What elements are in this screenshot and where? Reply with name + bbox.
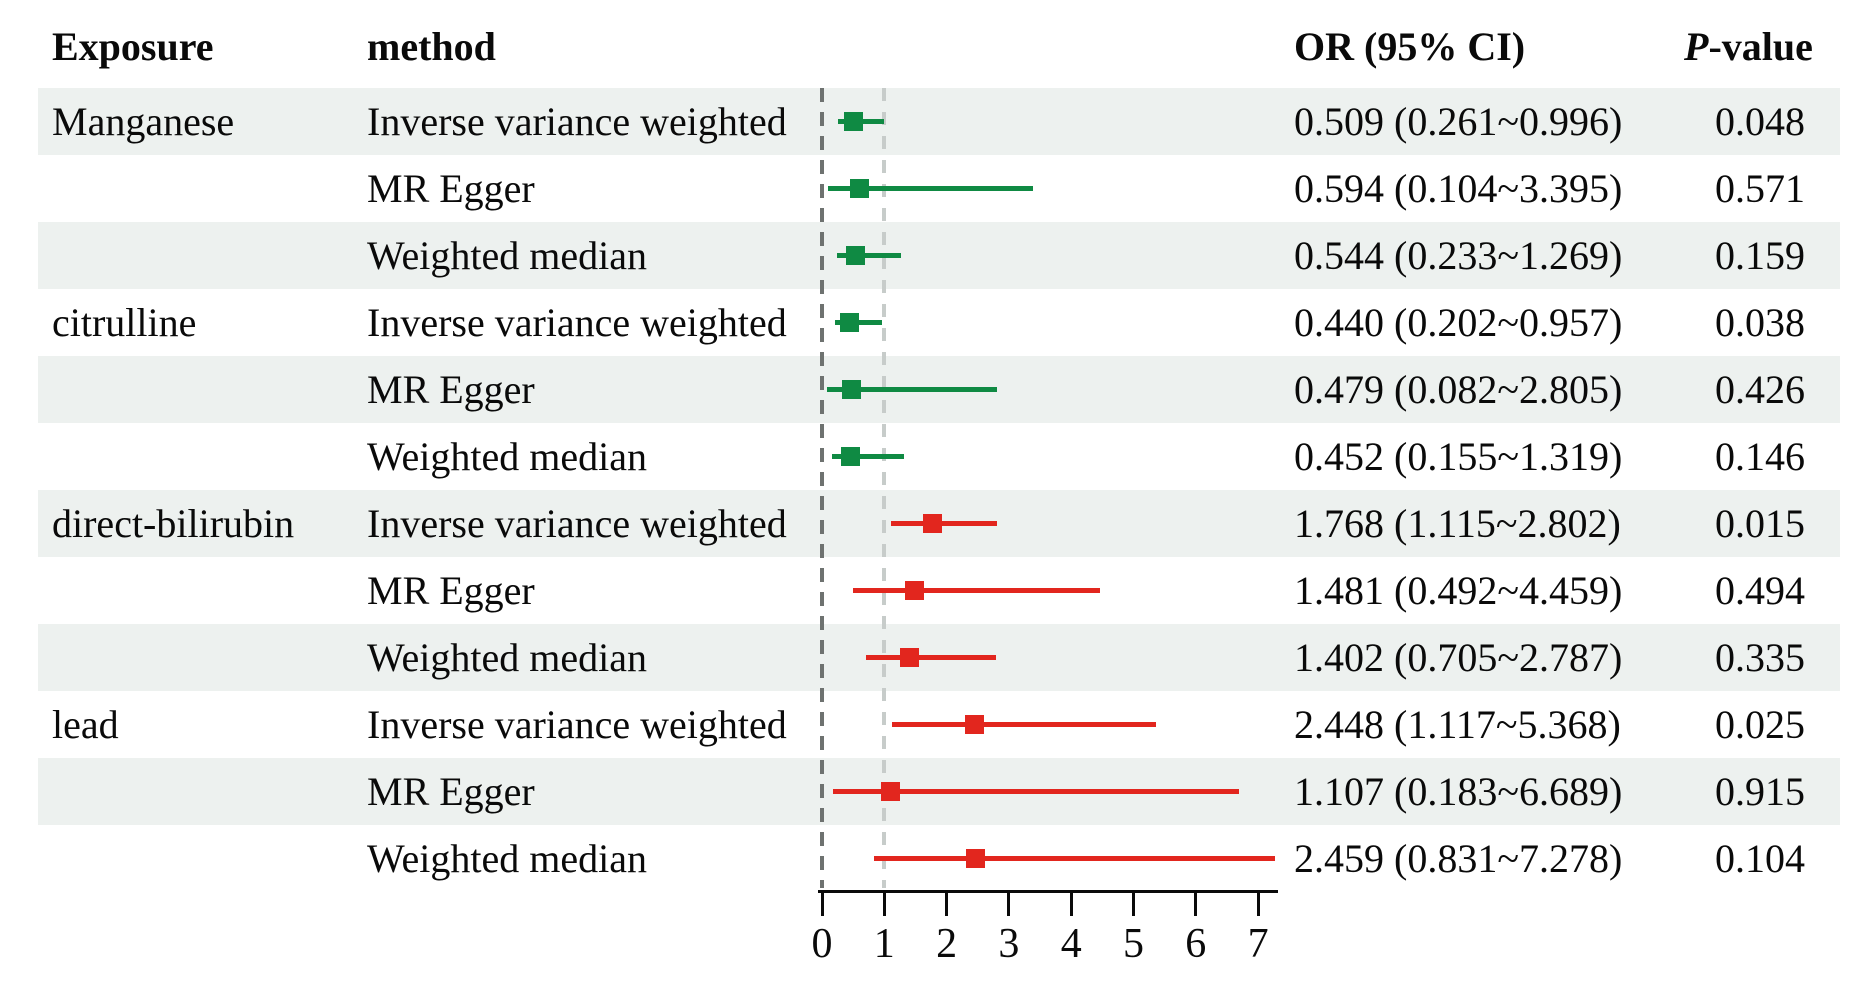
p-value-header-italic-p: P bbox=[1684, 24, 1709, 69]
table-row: Weighted median 0.544 (0.233~1.269) 0.15… bbox=[38, 222, 1840, 289]
p-value: 0.335 bbox=[1715, 635, 1805, 680]
table-row: MR Egger 0.594 (0.104~3.395) 0.571 bbox=[38, 155, 1840, 222]
or-marker bbox=[922, 514, 942, 533]
x-axis-tick bbox=[945, 890, 949, 916]
x-axis-tick bbox=[1132, 890, 1135, 916]
x-axis-tick-label: 1 bbox=[873, 921, 895, 967]
method-label: MR Egger bbox=[367, 568, 535, 613]
or-ci-value: 0.479 (0.082~2.805) bbox=[1294, 367, 1623, 412]
method-label: MR Egger bbox=[367, 367, 535, 412]
or-marker bbox=[965, 715, 984, 734]
or-ci-value: 0.544 (0.233~1.269) bbox=[1294, 233, 1623, 278]
p-value-header-rest: -value bbox=[1708, 24, 1813, 69]
exposure-label: lead bbox=[52, 702, 119, 747]
ci-line bbox=[865, 655, 996, 660]
ci-line bbox=[831, 454, 905, 459]
ref-line-one bbox=[882, 88, 887, 888]
x-axis-tick-label: 7 bbox=[1247, 921, 1269, 967]
ci-line bbox=[891, 722, 1157, 727]
or-marker bbox=[844, 112, 864, 131]
or-ci-value: 1.107 (0.183~6.689) bbox=[1294, 769, 1623, 814]
x-axis-tick bbox=[1256, 890, 1260, 916]
method-column-header: method bbox=[367, 24, 496, 69]
p-value: 0.159 bbox=[1715, 233, 1805, 278]
or-marker bbox=[881, 782, 901, 801]
ci-line bbox=[852, 588, 1100, 593]
x-axis-tick bbox=[882, 890, 886, 916]
method-label: Weighted median bbox=[367, 233, 648, 278]
table-row: Weighted median 2.459 (0.831~7.278) 0.10… bbox=[38, 825, 1840, 892]
or-ci-value: 2.448 (1.117~5.368) bbox=[1294, 702, 1621, 747]
x-axis-tick bbox=[1194, 890, 1198, 916]
method-label: Inverse variance weighted bbox=[367, 501, 787, 546]
x-axis-tick-label: 6 bbox=[1185, 921, 1207, 967]
x-axis-tick-label: 4 bbox=[1060, 921, 1082, 967]
method-label: Weighted median bbox=[367, 635, 648, 680]
x-axis-tick bbox=[820, 890, 824, 916]
table-header: Exposure method OR (95% CI) P-value bbox=[38, 0, 1840, 88]
x-axis-tick-label: 3 bbox=[998, 921, 1020, 967]
or-ci-value: 0.440 (0.202~0.957) bbox=[1294, 300, 1623, 345]
or-ci-value: 2.459 (0.831~7.278) bbox=[1294, 836, 1623, 881]
table-row: MR Egger 1.481 (0.492~4.459) 0.494 bbox=[38, 557, 1840, 624]
or-marker bbox=[842, 380, 862, 399]
table-row: citrulline Inverse variance weighted 0.4… bbox=[38, 289, 1840, 356]
ci-line bbox=[873, 856, 1276, 861]
method-label: MR Egger bbox=[367, 769, 535, 814]
table-row: lead Inverse variance weighted 2.448 (1.… bbox=[38, 691, 1840, 758]
or-marker bbox=[904, 581, 924, 600]
method-label: Weighted median bbox=[367, 836, 648, 881]
p-value: 0.015 bbox=[1715, 501, 1805, 546]
or-marker bbox=[846, 246, 866, 265]
method-label: Inverse variance weighted bbox=[367, 702, 787, 747]
p-value-column-header: P-value bbox=[1684, 0, 1813, 88]
p-value: 0.025 bbox=[1715, 702, 1805, 747]
table-row: direct-bilirubin Inverse variance weight… bbox=[38, 490, 1840, 557]
or-ci-value: 1.768 (1.115~2.802) bbox=[1294, 501, 1621, 546]
method-label: MR Egger bbox=[367, 166, 535, 211]
x-axis-line bbox=[818, 890, 1278, 893]
p-value: 0.571 bbox=[1715, 166, 1805, 211]
ci-line bbox=[891, 521, 997, 526]
p-value: 0.038 bbox=[1715, 300, 1805, 345]
p-value: 0.915 bbox=[1715, 769, 1805, 814]
method-label: Inverse variance weighted bbox=[367, 99, 787, 144]
x-axis-tick-label: 0 bbox=[811, 921, 833, 967]
ci-line bbox=[828, 186, 1034, 191]
or-ci-value: 1.481 (0.492~4.459) bbox=[1294, 568, 1623, 613]
ci-line bbox=[836, 253, 902, 258]
or-marker bbox=[839, 313, 859, 332]
p-value: 0.104 bbox=[1715, 836, 1805, 881]
or-ci-value: 0.452 (0.155~1.319) bbox=[1294, 434, 1623, 479]
exposure-label: direct-bilirubin bbox=[52, 501, 295, 546]
x-axis-tick-label: 5 bbox=[1123, 921, 1144, 967]
or-marker bbox=[899, 648, 919, 667]
p-value: 0.426 bbox=[1715, 367, 1805, 412]
ci-line bbox=[833, 789, 1239, 794]
or-marker bbox=[840, 447, 860, 466]
p-value: 0.048 bbox=[1715, 99, 1805, 144]
table-row: Manganese Inverse variance weighted 0.50… bbox=[38, 88, 1840, 155]
method-label: Inverse variance weighted bbox=[367, 300, 787, 345]
or-ci-column-header: OR (95% CI) bbox=[1294, 24, 1526, 69]
ci-line bbox=[827, 387, 997, 392]
x-axis-tick bbox=[1069, 890, 1073, 916]
table-row: Weighted median 0.452 (0.155~1.319) 0.14… bbox=[38, 423, 1840, 490]
p-value: 0.494 bbox=[1715, 568, 1805, 613]
or-marker bbox=[965, 849, 985, 868]
exposure-label: citrulline bbox=[52, 300, 197, 345]
method-label: Weighted median bbox=[367, 434, 648, 479]
or-ci-value: 1.402 (0.705~2.787) bbox=[1294, 635, 1623, 680]
or-ci-value: 0.594 (0.104~3.395) bbox=[1294, 166, 1623, 211]
x-axis-tick bbox=[1007, 890, 1011, 916]
p-value: 0.146 bbox=[1715, 434, 1805, 479]
ref-line-zero bbox=[820, 88, 824, 888]
or-marker bbox=[849, 179, 869, 198]
exposure-label: Manganese bbox=[52, 99, 235, 144]
x-axis-tick-label: 2 bbox=[936, 921, 958, 967]
exposure-column-header: Exposure bbox=[52, 24, 214, 69]
or-ci-value: 0.509 (0.261~0.996) bbox=[1294, 99, 1623, 144]
